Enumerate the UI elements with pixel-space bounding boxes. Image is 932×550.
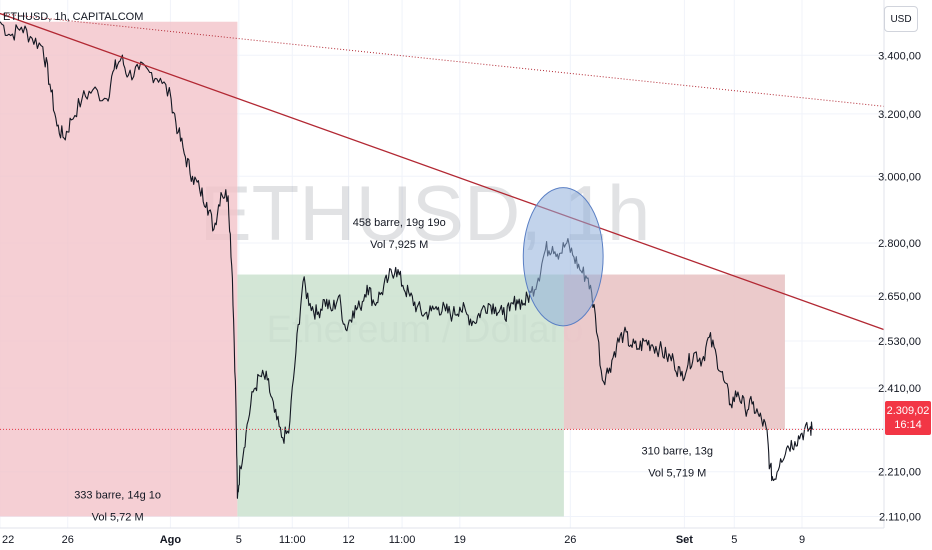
x-tick-label: 5 (731, 534, 737, 546)
y-tick-label: 2.650,00 (878, 291, 921, 303)
measure-label-line: 458 barre, 19g 19o (353, 217, 446, 229)
loss-zone-box (563, 274, 785, 430)
last-price-badge: 2.309,02 16:14 (885, 401, 931, 435)
price-axis-background (884, 0, 932, 550)
currency-button[interactable]: USD (884, 6, 918, 32)
x-tick-label: 5 (236, 534, 242, 546)
y-tick-label: 3.200,00 (878, 109, 921, 121)
measure-label-line: 333 barre, 14g 1o (74, 489, 161, 501)
trendline-solid (0, 12, 885, 331)
symbol-title: ETHUSD, 1h, CAPITALCOM (3, 11, 144, 23)
measure-label-line: 310 barre, 13g (641, 445, 713, 457)
x-tick-label: 11:00 (389, 534, 416, 546)
x-tick-label: 11:00 (279, 534, 306, 546)
highlight-circle (522, 187, 604, 327)
trendline-dotted (0, 13, 885, 107)
y-tick-label: 2.110,00 (879, 511, 921, 523)
x-tick-label: 26 (62, 534, 74, 546)
y-tick-label: 2.210,00 (878, 467, 921, 479)
measure-label-line: Vol 5,72 M (92, 511, 144, 523)
y-tick-label: 3.000,00 (878, 171, 921, 183)
x-tick-label: 9 (799, 534, 805, 546)
measure-label-line: Vol 5,719 M (648, 467, 706, 479)
last-price-value: 2.309,02 (886, 405, 930, 417)
x-tick-label: 26 (564, 534, 576, 546)
y-tick-label: 3.400,00 (878, 50, 921, 62)
loss-zone-box (0, 21, 238, 517)
y-tick-label: 2.800,00 (878, 238, 921, 250)
x-tick-label: Ago (160, 534, 182, 546)
measure-label-line: Vol 7,925 M (370, 239, 428, 251)
profit-zone-box (237, 274, 564, 517)
y-tick-label: 2.410,00 (878, 383, 921, 395)
x-tick-label: 22 (2, 534, 14, 546)
time-axis-background (0, 528, 932, 550)
x-tick-label: 19 (454, 534, 466, 546)
x-tick-label: Set (676, 534, 693, 546)
price-series-line (0, 21, 814, 499)
x-tick-label: 12 (342, 534, 354, 546)
bar-countdown: 16:14 (894, 419, 922, 431)
y-tick-label: 2.530,00 (878, 336, 921, 348)
